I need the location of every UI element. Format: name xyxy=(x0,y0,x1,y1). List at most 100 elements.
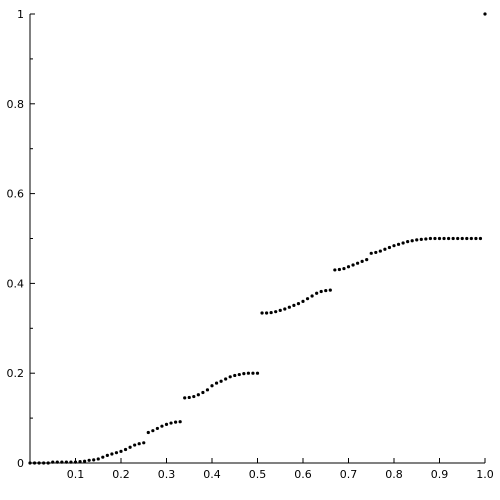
data-point xyxy=(192,394,196,399)
data-point xyxy=(447,236,451,241)
data-point xyxy=(196,393,200,397)
data-point xyxy=(437,236,442,241)
data-point xyxy=(69,460,73,464)
data-point xyxy=(424,237,428,241)
data-point xyxy=(174,420,178,424)
data-point xyxy=(210,384,214,388)
data-point xyxy=(119,449,123,453)
data-point xyxy=(378,249,382,253)
data-point xyxy=(460,236,464,241)
data-point xyxy=(415,238,419,242)
data-point xyxy=(287,305,291,309)
data-point xyxy=(237,372,241,377)
data-point xyxy=(310,294,314,298)
data-point xyxy=(142,441,146,445)
data-point xyxy=(374,250,378,255)
data-point xyxy=(246,371,250,375)
data-point xyxy=(187,395,191,400)
y-tick-label: 1 xyxy=(17,8,24,21)
data-point xyxy=(92,458,96,462)
data-point xyxy=(478,236,483,241)
data-point xyxy=(296,302,301,306)
data-point xyxy=(51,460,55,464)
data-point xyxy=(123,447,128,452)
y-tick-label: 0.6 xyxy=(7,188,25,201)
data-point xyxy=(46,461,50,465)
data-point xyxy=(369,251,373,255)
data-point xyxy=(319,289,323,294)
data-point xyxy=(155,426,159,431)
data-point xyxy=(351,263,355,267)
data-point xyxy=(224,377,228,381)
data-point xyxy=(278,308,282,312)
data-point xyxy=(265,311,269,315)
data-point xyxy=(151,429,155,433)
data-point xyxy=(301,299,305,303)
data-point xyxy=(392,244,396,248)
data-point xyxy=(255,371,260,375)
data-point xyxy=(465,236,469,241)
data-point xyxy=(469,236,473,241)
data-point xyxy=(315,291,319,295)
x-tick-label: 1.0 xyxy=(476,468,494,481)
x-tick-label: 0.1 xyxy=(67,468,85,481)
data-point xyxy=(333,268,337,272)
data-point xyxy=(474,236,478,241)
data-point xyxy=(383,247,387,251)
data-point xyxy=(283,307,287,311)
data-point xyxy=(83,459,87,463)
data-point xyxy=(96,457,100,461)
data-point xyxy=(410,239,414,243)
x-tick-label: 0.5 xyxy=(249,468,267,481)
data-point xyxy=(456,236,460,241)
data-point xyxy=(183,396,187,400)
data-point xyxy=(292,303,296,308)
x-tick-label: 0.8 xyxy=(385,468,403,481)
data-point xyxy=(32,461,37,465)
x-tick-label: 0.4 xyxy=(203,468,221,481)
data-point xyxy=(87,458,91,462)
x-tick-label: 0.7 xyxy=(340,468,358,481)
data-point xyxy=(137,442,141,446)
data-point xyxy=(342,266,346,271)
data-point xyxy=(55,460,59,464)
data-point xyxy=(387,245,392,250)
y-tick-label: 0 xyxy=(17,457,24,470)
data-point xyxy=(146,430,150,435)
data-point xyxy=(101,455,105,459)
data-point xyxy=(396,242,401,246)
data-point xyxy=(483,12,487,16)
y-tick-label: 0.2 xyxy=(7,367,25,380)
data-point xyxy=(37,461,41,465)
data-point xyxy=(233,373,237,378)
data-point xyxy=(64,460,68,464)
data-point xyxy=(451,236,455,241)
data-point xyxy=(356,261,360,265)
data-point xyxy=(110,452,114,456)
data-point xyxy=(419,237,423,241)
data-point xyxy=(346,265,351,269)
data-point xyxy=(328,288,332,292)
x-tick-label: 0.3 xyxy=(158,468,176,481)
data-point xyxy=(133,443,137,447)
data-point xyxy=(337,267,341,272)
data-point xyxy=(219,379,223,383)
y-ticks: 0 0.2 0.4 0.6 0.8 1 xyxy=(7,8,35,470)
data-point xyxy=(406,240,410,244)
data-point xyxy=(178,420,182,424)
x-ticks: 0.1 0.2 0.3 0.4 0.5 0.6 0.7 0.8 0.9 1.0 xyxy=(67,458,494,481)
data-point xyxy=(365,258,369,262)
data-point xyxy=(201,390,205,395)
data-point xyxy=(114,451,119,455)
data-point xyxy=(73,460,78,464)
x-tick-label: 0.6 xyxy=(294,468,312,481)
data-point xyxy=(269,310,273,315)
data-point xyxy=(251,371,255,375)
data-point xyxy=(305,297,310,301)
data-point xyxy=(360,259,364,263)
data-point xyxy=(164,422,169,426)
data-point xyxy=(274,310,278,314)
data-point xyxy=(324,288,328,293)
y-tick-label: 0.4 xyxy=(7,277,25,290)
